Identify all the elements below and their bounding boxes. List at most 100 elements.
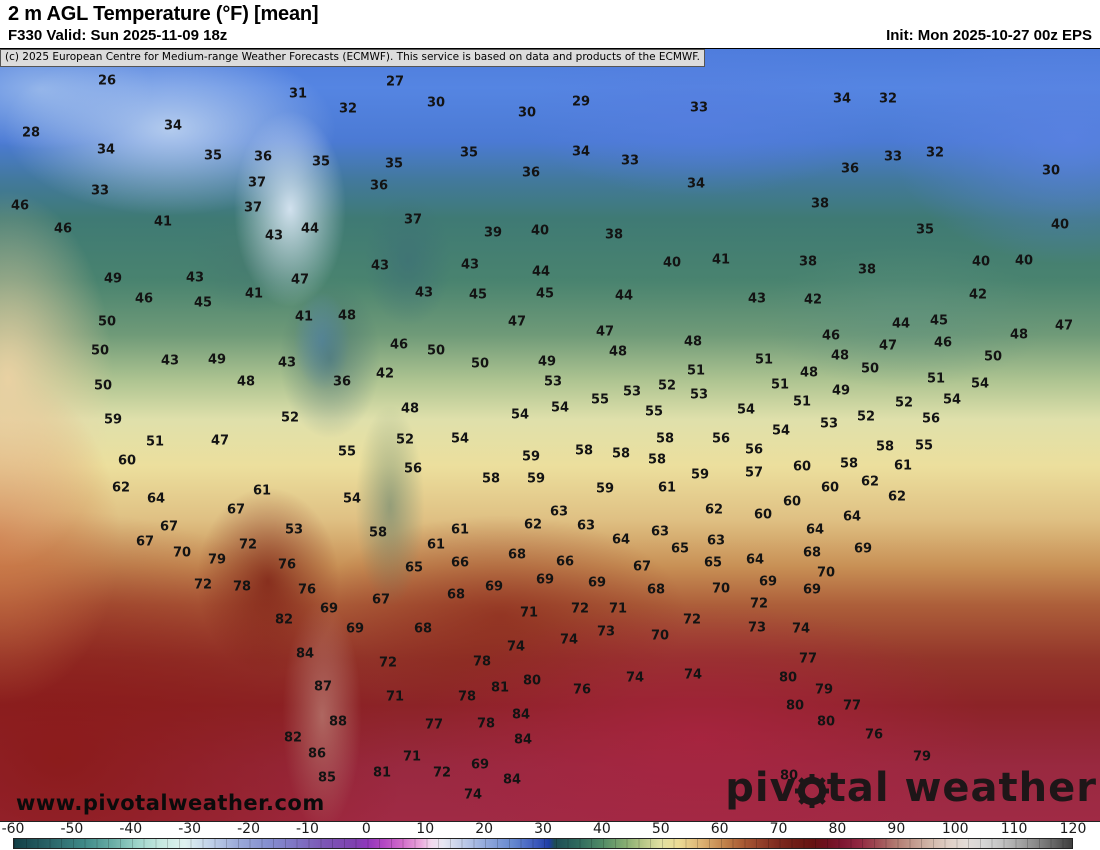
temp-label: 56 (711, 431, 731, 447)
temp-label: 79 (912, 749, 932, 765)
temp-label: 77 (424, 717, 444, 733)
colorbar-tick-label: 120 (1059, 821, 1087, 837)
temp-label: 36 (521, 165, 541, 181)
temp-label: 62 (111, 480, 131, 496)
website-url-watermark: www.pivotalweather.com (16, 791, 325, 815)
colorbar-tick-label: -50 (60, 821, 84, 837)
temp-label: 51 (754, 352, 774, 368)
temp-label: 70 (816, 565, 836, 581)
temp-label: 54 (942, 392, 962, 408)
temp-label: 69 (345, 621, 365, 637)
temp-label: 61 (252, 483, 272, 499)
temp-label: 32 (878, 91, 898, 107)
temp-label: 40 (530, 223, 550, 239)
temp-label: 43 (370, 258, 390, 274)
temp-label: 78 (472, 654, 492, 670)
temp-label: 47 (210, 433, 230, 449)
temp-label: 79 (814, 682, 834, 698)
temp-label: 44 (300, 221, 320, 237)
temp-label: 72 (193, 577, 213, 593)
temp-label: 88 (328, 714, 348, 730)
temp-label: 35 (915, 222, 935, 238)
colorbar-tick-label: 40 (592, 821, 611, 837)
temp-label: 69 (535, 572, 555, 588)
temp-label: 43 (414, 285, 434, 301)
temp-label: 46 (134, 291, 154, 307)
brand-text-right: tal weather (826, 765, 1097, 811)
colorbar-tick-label: 110 (1000, 821, 1028, 837)
colorbar-tick-label: -40 (119, 821, 143, 837)
temp-label: 54 (510, 407, 530, 423)
temp-label: 67 (371, 592, 391, 608)
temp-label: 52 (395, 432, 415, 448)
temp-label: 52 (856, 409, 876, 425)
temp-label: 50 (90, 343, 110, 359)
temp-label: 53 (543, 374, 563, 390)
temp-label: 48 (236, 374, 256, 390)
temp-label: 49 (831, 383, 851, 399)
temp-label: 51 (926, 371, 946, 387)
temp-label: 56 (403, 461, 423, 477)
temp-label: 84 (295, 646, 315, 662)
temp-label: 60 (792, 459, 812, 475)
temp-label: 58 (368, 525, 388, 541)
temp-label: 58 (611, 446, 631, 462)
temp-label: 51 (145, 434, 165, 450)
temp-label: 73 (747, 620, 767, 636)
temp-label: 54 (970, 376, 990, 392)
temp-label: 74 (625, 670, 645, 686)
temp-label: 33 (883, 149, 903, 165)
temp-label: 64 (805, 522, 825, 538)
temp-label: 66 (555, 554, 575, 570)
temp-label: 80 (522, 673, 542, 689)
temp-label: 48 (830, 348, 850, 364)
temp-label: 50 (426, 343, 446, 359)
colorbar-tick-label: -20 (237, 821, 260, 837)
temp-label: 55 (337, 444, 357, 460)
temp-label: 53 (622, 384, 642, 400)
temp-label: 48 (799, 365, 819, 381)
temp-label: 63 (706, 533, 726, 549)
temp-label: 53 (284, 522, 304, 538)
temp-label: 30 (426, 95, 446, 111)
colorbar-legend: -60 -50 -40 -30 -20 -10 0 10 20 30 40 50 60 70 80 90 100… (0, 822, 1100, 850)
temp-label: 69 (802, 582, 822, 598)
temp-label: 59 (595, 481, 615, 497)
temp-label: 81 (372, 765, 392, 781)
temp-label: 36 (840, 161, 860, 177)
temp-label: 55 (914, 438, 934, 454)
temp-label: 40 (1050, 217, 1070, 233)
temp-label: 37 (243, 200, 263, 216)
temp-label: 46 (10, 198, 30, 214)
temp-label: 56 (921, 411, 941, 427)
temp-label: 46 (53, 221, 73, 237)
temp-label: 82 (274, 612, 294, 628)
temp-label: 36 (332, 374, 352, 390)
temp-label: 71 (608, 601, 628, 617)
temp-label: 42 (803, 292, 823, 308)
temp-label: 41 (711, 252, 731, 268)
temperature-field (0, 49, 1100, 821)
copyright-notice: (c) 2025 European Centre for Medium-rang… (0, 49, 705, 67)
map-canvas: 26 31 32 28 34 34 35 36 35 37 33 37 46 41 46 43 44 27 30 29… (0, 48, 1100, 822)
colorbar-tick-label: -10 (296, 821, 319, 837)
temp-label: 59 (690, 467, 710, 483)
temp-label: 36 (369, 178, 389, 194)
temp-label: 62 (887, 489, 907, 505)
temp-label: 80 (816, 714, 836, 730)
temp-label: 31 (288, 86, 308, 102)
temp-label: 50 (983, 349, 1003, 365)
temp-label: 43 (160, 353, 180, 369)
temp-label: 68 (446, 587, 466, 603)
temp-label: 30 (1041, 163, 1061, 179)
temp-label: 30 (517, 105, 537, 121)
temp-label: 71 (519, 605, 539, 621)
temp-label: 69 (470, 757, 490, 773)
temp-label: 52 (657, 378, 677, 394)
temp-label: 46 (389, 337, 409, 353)
colorbar-tick-label: -30 (178, 821, 202, 837)
temp-label: 59 (526, 471, 546, 487)
temp-label: 62 (860, 474, 880, 490)
temp-label: 60 (753, 507, 773, 523)
temp-label: 41 (294, 309, 314, 325)
